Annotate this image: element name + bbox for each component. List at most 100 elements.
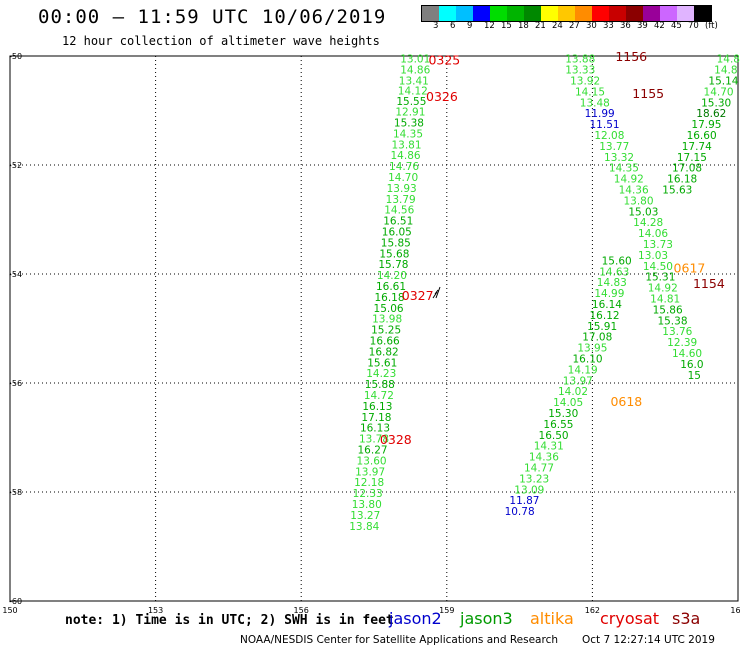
x-tick-label: 165 (730, 606, 740, 615)
swh-value-altika: 13.88 (565, 54, 595, 66)
swh-value-cryosat: 13.80 (352, 499, 382, 511)
swh-value-altika: 13.23 (519, 473, 549, 485)
y-tick-label: -50 (9, 52, 22, 61)
swh-value-altika: 15.38 (657, 315, 687, 327)
squiggle-mark (432, 286, 441, 299)
pass-time-altika: 0617 (674, 261, 706, 276)
swh-value-altika: 13.95 (577, 343, 607, 355)
swh-value-altika: 15.60 (602, 255, 632, 267)
swh-value-cryosat: 15.55 (396, 96, 426, 108)
swh-value-altika: 14.36 (619, 185, 649, 197)
swh-value-cryosat: 15.61 (367, 357, 397, 369)
swh-value-cryosat: 13.78 (359, 434, 389, 446)
y-tick-label: -52 (9, 161, 22, 170)
swh-value-altika: 15.30 (548, 408, 578, 420)
swh-value-altika: 14.83 (597, 277, 627, 289)
swh-value-s3a: 15.14 (708, 76, 738, 88)
footer-note: note: 1) Time is in UTC; 2) SWH is in fe… (65, 613, 394, 628)
pass-time-cryosat: 0328 (380, 432, 412, 447)
swh-value-cryosat: 16.51 (383, 216, 413, 228)
x-tick-label: 159 (439, 606, 454, 615)
swh-value-s3a: 14.8 (714, 65, 737, 77)
swh-value-altika: 15.86 (653, 304, 683, 316)
legend-swatch (439, 6, 456, 21)
legend-swatch (507, 6, 524, 21)
swh-value-cryosat: 15.88 (365, 379, 395, 391)
color-legend (421, 5, 712, 22)
swh-value-altika: 11.99 (585, 108, 615, 120)
legend-swatch (677, 6, 694, 21)
pass-time-labels: 0325 0326 0327 0328 0617 0618 1156 1155 1154 (380, 49, 725, 447)
page-title: 00:00 – 11:59 UTC 10/06/2019 (38, 6, 387, 28)
swh-value-altika: 16.12 (590, 310, 620, 322)
legend-swatch (694, 6, 711, 21)
pass-time-s3a: 1156 (615, 49, 647, 64)
swh-value-altika: 13.48 (580, 97, 610, 109)
swh-value-altika: 11.51 (590, 119, 620, 131)
legend-swatch (541, 6, 558, 21)
legend-label: 70 (688, 21, 699, 31)
grid-lines (10, 56, 738, 601)
swh-value-altika: 14.63 (599, 266, 629, 278)
swh-value-cryosat: 14.35 (393, 128, 423, 140)
swh-value-cryosat: 16.13 (362, 401, 392, 413)
swh-value-altika: 14.60 (672, 348, 702, 360)
swh-value-altika: 12.39 (667, 337, 697, 349)
legend-label: 21 (535, 21, 546, 31)
swh-value-cryosat: 13.84 (349, 521, 379, 533)
legend-label: 15 (501, 21, 512, 31)
legend-label: 42 (654, 21, 665, 31)
legend-swatch (524, 6, 541, 21)
swh-value-cryosat: 13.41 (399, 76, 429, 88)
pass-time-s3a: 1154 (693, 276, 725, 291)
swh-value-cryosat: 13.81 (391, 139, 421, 151)
swh-value-altika: 13.03 (638, 250, 668, 262)
swh-value-altika: 16.55 (543, 419, 573, 431)
swh-value-cryosat: 17.18 (361, 412, 391, 424)
swh-value-altika: 14.99 (594, 288, 624, 300)
swh-value-s3a: 16.18 (667, 174, 697, 186)
satellite-label-s3a: s3a (672, 609, 701, 628)
swh-value-cryosat: 15.85 (381, 237, 411, 249)
swh-value-cryosat: 14.23 (366, 368, 396, 380)
legend-label: 3 (433, 21, 439, 31)
swh-value-cryosat: 14.20 (377, 270, 407, 282)
swh-value-altika: 11.87 (509, 495, 539, 507)
satellite-label-jason2: jason2 (389, 609, 442, 628)
legend-label: 33 (603, 21, 614, 31)
swh-value-altika: 14.05 (553, 397, 583, 409)
tick-labels: 150 153 156 159 162 165 -50 -52 -54 -56 -58 -60 (2, 52, 740, 615)
legend-label: 36 (620, 21, 631, 31)
swh-value-cryosat: 13.98 (372, 314, 402, 326)
swh-value-cryosat: 15.06 (374, 303, 404, 315)
legend-label: 18 (518, 21, 529, 31)
legend-swatch (473, 6, 490, 21)
legend-swatch (575, 6, 592, 21)
swh-value-altika: 13.73 (643, 239, 673, 251)
y-tick-label: -56 (9, 379, 22, 388)
x-tick-label: 156 (294, 606, 309, 615)
swh-value-cryosat: 12.33 (353, 488, 383, 500)
swh-value-altika: 15 (688, 370, 701, 382)
swh-value-altika: 16.14 (592, 299, 622, 311)
swh-value-cryosat: 14.12 (398, 85, 428, 97)
swh-value-altika: 14.81 (650, 294, 680, 306)
swh-value-cryosat: 14.86 (391, 150, 421, 162)
swh-value-altika: 14.06 (638, 228, 668, 240)
swh-value-cryosat: 15.78 (378, 259, 408, 271)
swh-points: 13.0114.8613.4114.1215.5512.9115.3814.35… (349, 54, 740, 533)
swh-value-altika: 17.08 (582, 332, 612, 344)
swh-value-altika: 13.76 (662, 326, 692, 338)
swh-value-altika: 16.10 (573, 353, 603, 365)
pass-time-altika: 0618 (610, 394, 642, 409)
pass-time-cryosat: 0326 (426, 89, 458, 104)
legend-label: 12 (484, 21, 495, 31)
swh-value-s3a: 17.74 (682, 141, 712, 153)
legend-swatch (558, 6, 575, 21)
swh-value-cryosat: 15.38 (394, 117, 424, 129)
legend-swatch (592, 6, 609, 21)
legend-swatch (643, 6, 660, 21)
satellite-label-altika: altika (530, 609, 574, 628)
y-tick-label: -54 (9, 270, 22, 279)
